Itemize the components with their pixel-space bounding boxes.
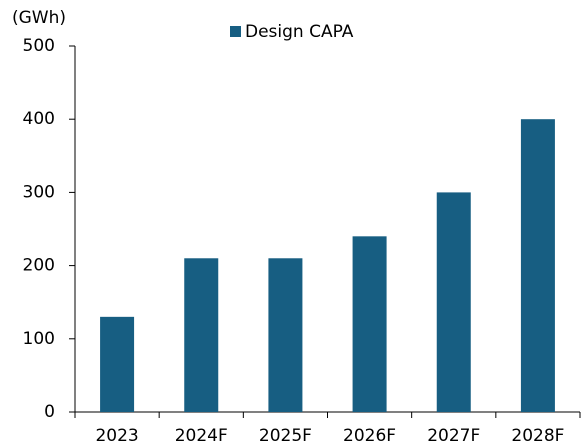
legend-swatch xyxy=(230,26,241,37)
y-tick-label: 200 xyxy=(23,256,55,276)
x-tick-label: 2028F xyxy=(511,426,564,446)
bar xyxy=(268,258,303,412)
bar xyxy=(352,236,387,412)
bar xyxy=(100,316,135,412)
y-tick-label: 400 xyxy=(23,109,55,129)
bar xyxy=(184,258,219,412)
x-tick-label: 2027F xyxy=(427,426,480,446)
x-tick-label: 2026F xyxy=(343,426,396,446)
x-tick-label: 2023 xyxy=(95,426,138,446)
bar xyxy=(520,119,555,412)
y-tick-label: 500 xyxy=(23,36,55,56)
legend-label: Design CAPA xyxy=(245,22,354,42)
y-tick-label: 100 xyxy=(23,329,55,349)
y-axis-label: (GWh) xyxy=(12,8,66,28)
bar xyxy=(436,192,471,412)
y-tick-label: 300 xyxy=(23,182,55,202)
x-tick-label: 2024F xyxy=(175,426,228,446)
x-tick-label: 2025F xyxy=(259,426,312,446)
y-tick-label: 0 xyxy=(44,402,55,422)
